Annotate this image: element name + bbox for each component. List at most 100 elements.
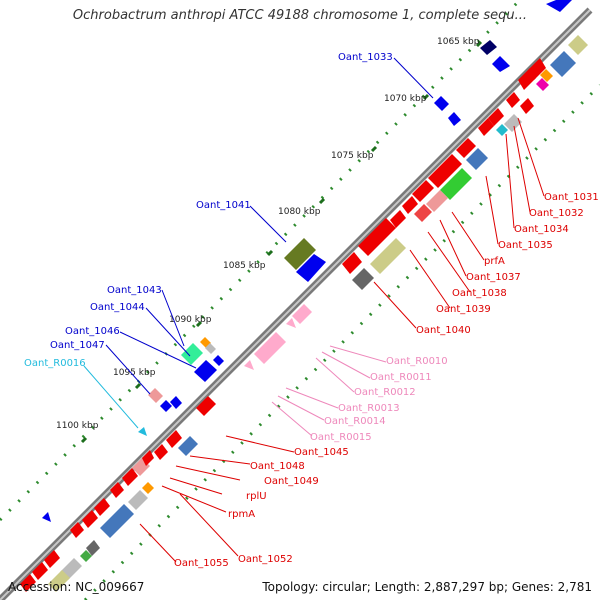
- gene-feature[interactable]: [488, 108, 504, 126]
- gene-feature[interactable]: [546, 0, 572, 12]
- gene-feature[interactable]: [492, 56, 510, 72]
- gene-feature[interactable]: [86, 540, 100, 556]
- gene-feature[interactable]: [440, 168, 472, 200]
- gene-label[interactable]: Oant_R0014: [324, 416, 386, 427]
- gene-feature[interactable]: [82, 510, 98, 528]
- gene-feature[interactable]: [428, 154, 462, 188]
- gene-feature[interactable]: [434, 96, 449, 111]
- gene-feature[interactable]: [44, 550, 60, 568]
- gene-feature[interactable]: [70, 522, 84, 538]
- gene-feature[interactable]: [540, 69, 553, 82]
- gene-label[interactable]: Oant_R0010: [386, 356, 448, 367]
- gene-label[interactable]: Oant_1043: [107, 285, 162, 296]
- gene-label[interactable]: prfA: [484, 256, 505, 267]
- gene-feature[interactable]: [286, 318, 296, 328]
- gene-feature[interactable]: [196, 396, 216, 416]
- gene-feature[interactable]: [370, 238, 406, 274]
- gene-feature[interactable]: [170, 396, 182, 409]
- gene-feature[interactable]: [244, 360, 254, 370]
- gene-label[interactable]: Oant_R0013: [338, 403, 400, 414]
- gene-feature[interactable]: [122, 468, 138, 486]
- gene-feature[interactable]: [520, 98, 534, 114]
- gene-feature[interactable]: [342, 252, 362, 274]
- gene-label[interactable]: Oant_1041: [196, 200, 251, 211]
- gene-label[interactable]: Oant_1048: [250, 461, 305, 472]
- gene-feature[interactable]: [166, 430, 182, 448]
- scale-label: 1095 kbp: [113, 368, 156, 378]
- gene-feature[interactable]: [213, 355, 224, 366]
- gene-label[interactable]: Oant_1052: [238, 554, 293, 565]
- gene-feature[interactable]: [284, 238, 316, 270]
- gene-feature[interactable]: [352, 268, 374, 290]
- gene-feature[interactable]: [142, 450, 154, 466]
- gene-feature[interactable]: [32, 562, 48, 580]
- gene-feature[interactable]: [536, 78, 549, 91]
- sequence-title: Ochrobactrum anthropi ATCC 49188 chromos…: [72, 8, 528, 23]
- gene-feature[interactable]: [414, 204, 432, 222]
- gene-feature[interactable]: [296, 254, 326, 282]
- gene-feature[interactable]: [194, 360, 217, 382]
- gene-feature[interactable]: [402, 196, 418, 214]
- gene-feature[interactable]: [390, 210, 406, 228]
- gene-feature[interactable]: [160, 400, 172, 412]
- gene-label[interactable]: Oant_1031: [544, 192, 599, 203]
- leader-lines-rna: [271, 345, 387, 437]
- gene-label[interactable]: Oant_1037: [466, 272, 521, 283]
- gene-label[interactable]: Oant_1033: [338, 52, 393, 63]
- gene-feature[interactable]: [568, 35, 588, 55]
- gene-feature[interactable]: [110, 482, 124, 498]
- gene-feature[interactable]: [181, 343, 203, 365]
- gene-feature[interactable]: [154, 444, 168, 460]
- leader-lines-minus: [139, 117, 545, 563]
- gene-feature[interactable]: [138, 427, 147, 436]
- gene-feature[interactable]: [466, 148, 488, 170]
- gene-feature[interactable]: [478, 118, 494, 136]
- minus-strand-genes: [20, 35, 588, 592]
- gene-feature[interactable]: [518, 68, 536, 90]
- gene-label[interactable]: Oant_1044: [90, 302, 145, 313]
- gene-feature[interactable]: [448, 112, 461, 126]
- gene-feature[interactable]: [456, 138, 476, 158]
- gene-feature[interactable]: [506, 92, 520, 108]
- gene-label[interactable]: Oant_R0016: [24, 358, 86, 369]
- gene-feature[interactable]: [254, 332, 286, 364]
- gene-label[interactable]: Oant_R0012: [354, 387, 416, 398]
- gene-label[interactable]: Oant_1039: [436, 304, 491, 315]
- gene-feature[interactable]: [94, 498, 110, 516]
- gene-feature[interactable]: [128, 490, 148, 510]
- gene-label[interactable]: Oant_1046: [65, 326, 120, 337]
- gene-feature[interactable]: [205, 343, 216, 354]
- scale-label: 1085 kbp: [223, 261, 266, 271]
- gene-feature[interactable]: [142, 482, 154, 494]
- gene-label[interactable]: Oant_1049: [264, 476, 319, 487]
- gene-feature[interactable]: [412, 180, 434, 202]
- major-ticks: [80, 40, 483, 444]
- gene-feature[interactable]: [550, 51, 576, 77]
- gene-feature[interactable]: [496, 124, 508, 136]
- gene-label[interactable]: Oant_1040: [416, 325, 471, 336]
- gene-feature[interactable]: [358, 218, 396, 256]
- gene-label[interactable]: Oant_1032: [529, 208, 584, 219]
- gene-label[interactable]: Oant_1034: [514, 224, 569, 235]
- gene-label[interactable]: Oant_1038: [452, 288, 507, 299]
- gene-feature[interactable]: [178, 436, 198, 456]
- gene-feature[interactable]: [148, 388, 163, 403]
- gene-label[interactable]: rplU: [246, 491, 267, 502]
- gene-feature[interactable]: [80, 550, 92, 562]
- gene-label[interactable]: Oant_1045: [294, 447, 349, 458]
- gene-feature[interactable]: [480, 40, 497, 55]
- gene-label[interactable]: Oant_1055: [174, 558, 229, 569]
- gene-feature[interactable]: [20, 574, 36, 592]
- gene-feature[interactable]: [292, 304, 312, 324]
- gene-feature[interactable]: [100, 504, 134, 538]
- gene-label[interactable]: rpmA: [228, 509, 255, 520]
- gene-label[interactable]: Oant_R0015: [310, 432, 372, 443]
- gene-label[interactable]: Oant_1047: [50, 340, 105, 351]
- footer-bar: Accession: NC_009667 Topology: circular;…: [0, 576, 600, 600]
- gene-feature[interactable]: [426, 190, 448, 212]
- gene-feature[interactable]: [42, 512, 51, 522]
- gene-feature[interactable]: [504, 114, 522, 132]
- gene-label[interactable]: Oant_R0011: [370, 372, 432, 383]
- gene-label[interactable]: Oant_1035: [498, 240, 553, 251]
- gene-feature[interactable]: [48, 570, 70, 592]
